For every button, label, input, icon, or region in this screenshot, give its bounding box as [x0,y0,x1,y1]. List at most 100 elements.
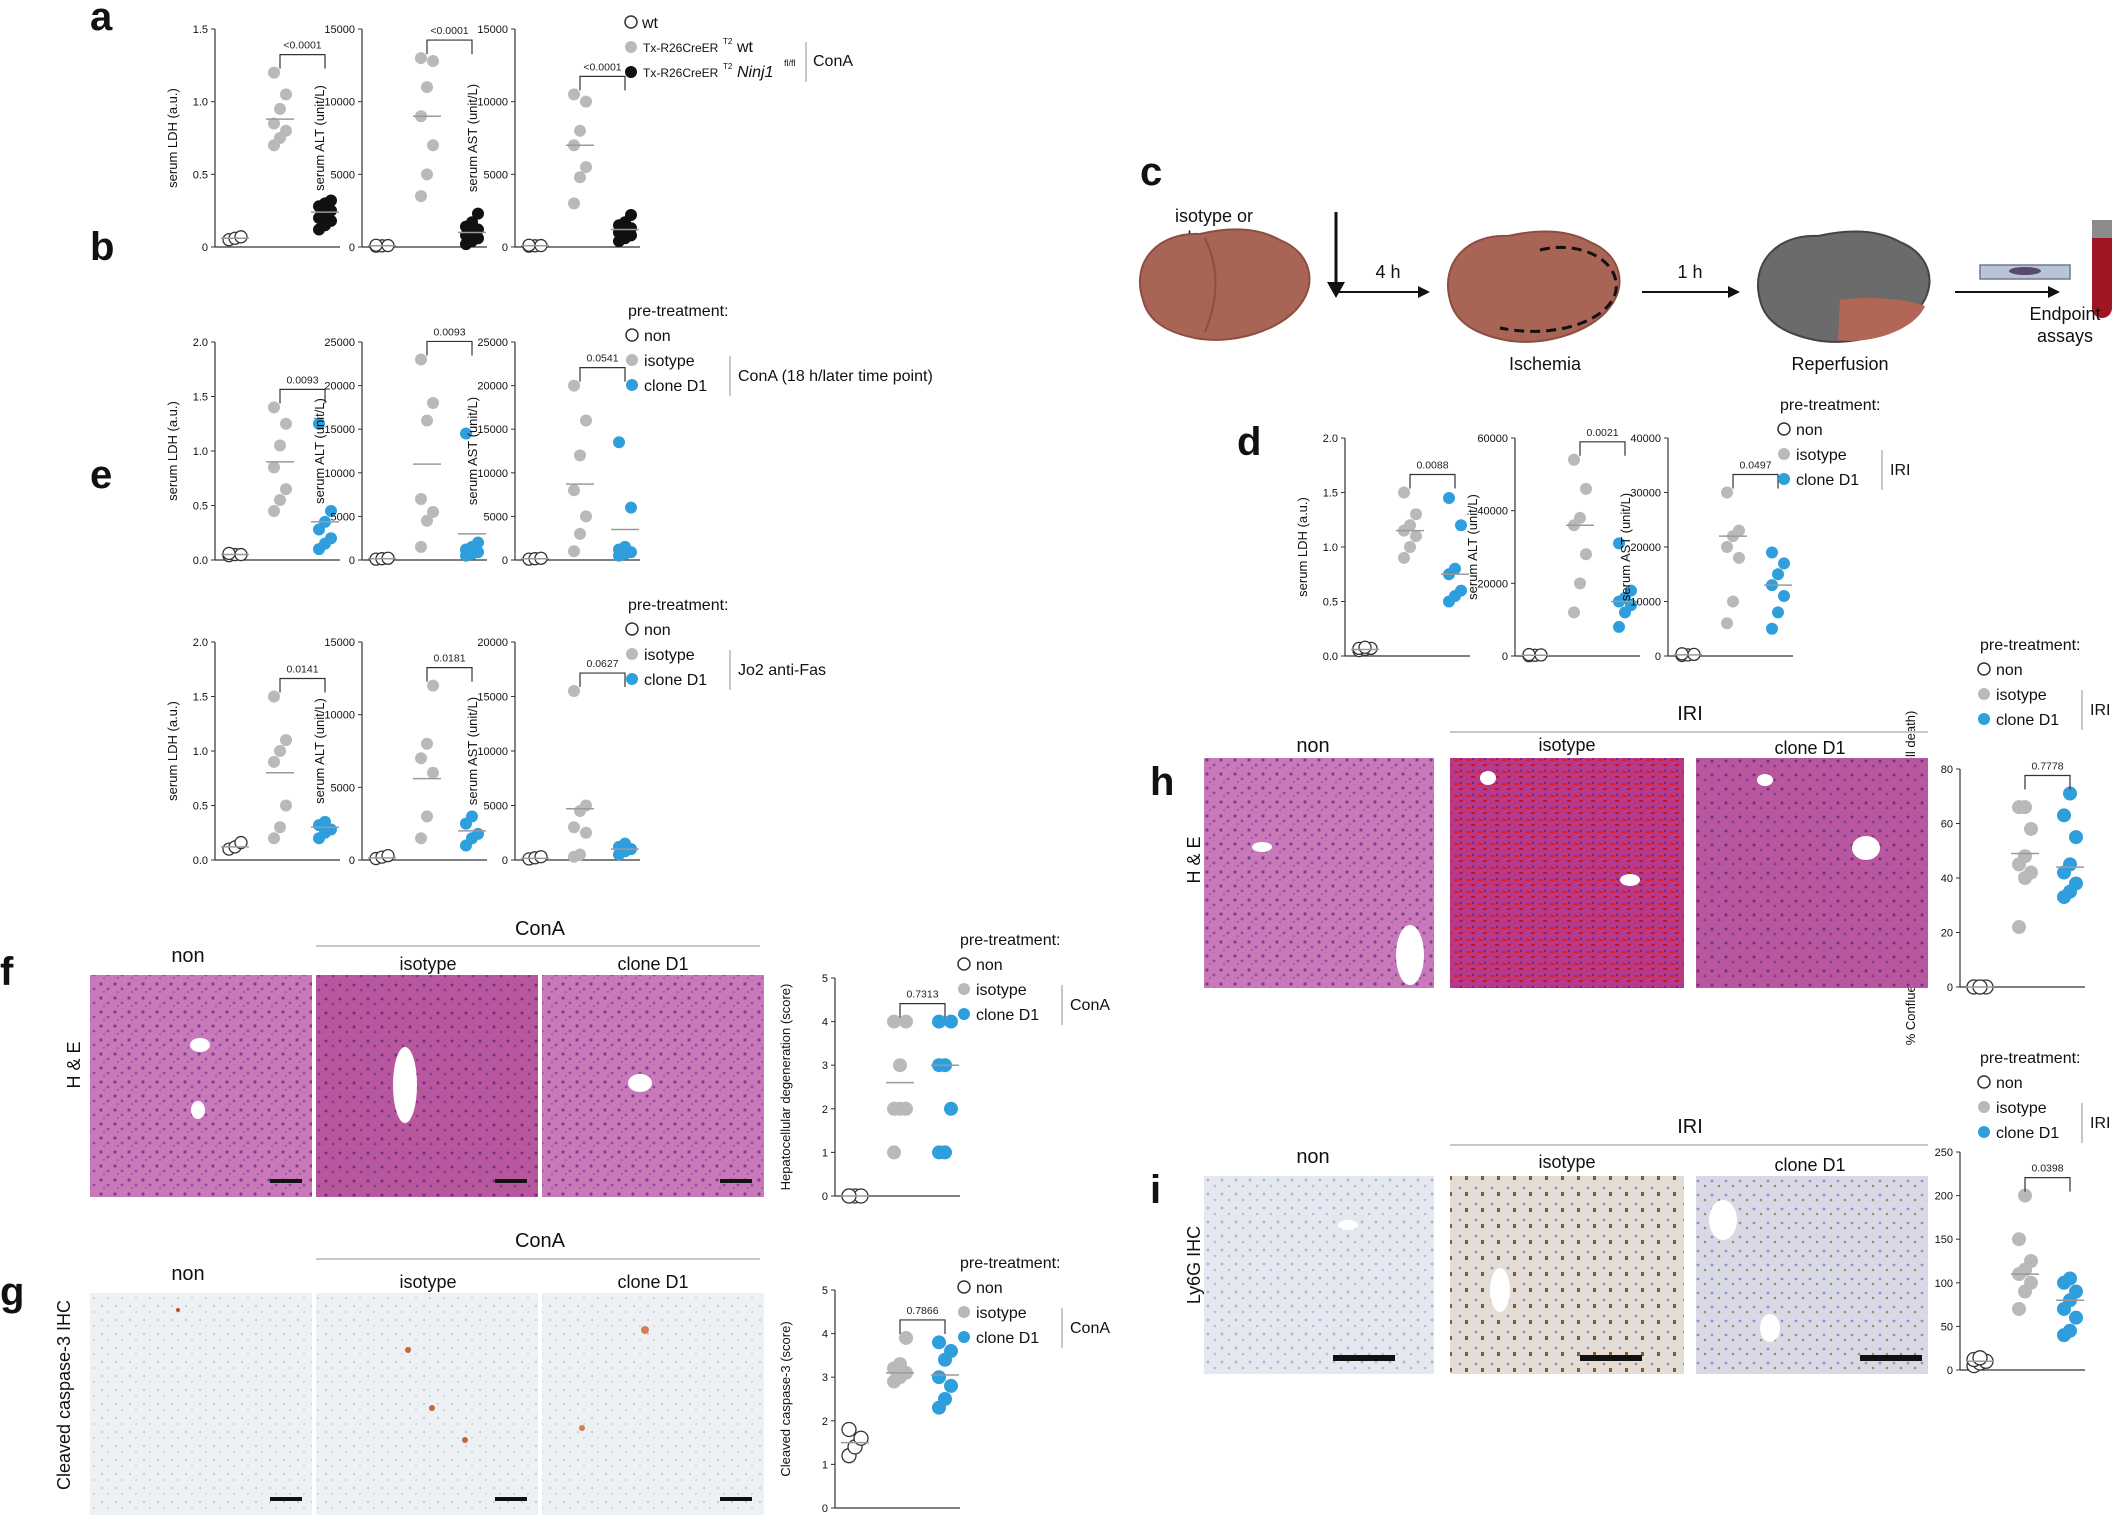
g-col-non: non [171,1263,204,1285]
chart-f-point [899,1014,913,1029]
chart-e1-point [280,734,292,747]
legend-h-marker [1978,713,1990,725]
legend-g: pre-treatment: non isotype clone D1 ConA [957,1255,1110,1348]
legend-h-header: pre-treatment: [1980,637,2080,654]
chart-i-ytick-label: 250 [1935,1147,1953,1159]
chart-d3: 0 10000 20000 30000 40000 serum AST (unit/L) 0… [1618,433,1793,663]
chart-h-point [2069,830,2083,845]
panel-label-h: h [1150,760,1174,804]
chart-b2-point [415,492,427,505]
c-t2: 1 h [1677,262,1702,282]
panel-h-images: non IRI isotype clone D1 H & E [1184,703,1928,988]
chart-b2-point [427,506,439,519]
panel-f-images: non ConA isotype clone D1 H & E [64,918,764,1197]
legend-i-condition: IRI [2090,1115,2110,1132]
chart-d2-point [1613,537,1625,550]
chart-b1-ytick-label: 0.0 [193,555,208,567]
chart-b2-ytick-label: 20000 [324,381,355,393]
chart-b1-pvalue: 0.0093 [286,374,318,386]
chart-b3-ytick-label: 5000 [484,511,508,523]
chart-a3-point [580,161,592,174]
chart-e3-ylabel: serum AST (unit/L) [465,697,480,805]
chart-d3-point [1766,546,1778,559]
chart-e3-point [568,821,580,834]
chart-h-point [2063,857,2077,872]
chart-b3-point [619,540,631,553]
chart-d2-point [1574,511,1586,524]
chart-e2-point [466,810,478,823]
legend-d: pre-treatment: non isotype clone D1 IRI [1777,397,1910,490]
chart-d1-point [1404,541,1416,553]
chart-e2-point [421,810,433,823]
chart-g-ytick-label: 4 [822,1329,828,1341]
panel-label-f: f [0,950,14,994]
chart-d2-point [1580,482,1592,495]
chart-a2-point [421,81,433,94]
chart-h-point [2024,865,2038,880]
blood-tube-icon [2092,228,2112,318]
chart-a2-pvalue: <0.0001 [430,25,468,37]
chart-b1-ytick-label: 2.0 [193,337,208,349]
h-col-non: non [1296,735,1329,757]
legend-i-item: isotype [1996,1100,2047,1117]
f-col-non: non [171,945,204,967]
chart-a2-point [415,190,427,203]
f-image-d1 [542,975,764,1197]
i-group: IRI [1677,1116,1703,1138]
chart-b3-point [574,449,586,462]
chart-e3-point [534,850,548,864]
chart-e1-ylabel: serum LDH (a.u.) [165,701,180,801]
chart-a1-bracket [279,54,326,69]
legend-i-header: pre-treatment: [1980,1050,2080,1067]
chart-a1-point [234,230,248,244]
chart-a2: 0 5000 10000 15000 serum ALT (unit/L) <0.0001 [312,24,487,254]
i-col-isotype: isotype [1538,1152,1595,1172]
chart-d3-point [1733,524,1745,537]
panel-i-images: non IRI isotype clone D1 Ly6G IHC [1184,1116,1928,1374]
chart-b1-point [274,439,286,452]
chart-b1-ytick-label: 0.5 [193,501,208,513]
chart-b2-point [421,414,433,427]
legend-f-item: isotype [976,982,1027,999]
c-endpoint-2: assays [2037,326,2093,346]
chart-a3-point [568,88,580,101]
chart-a2-point [427,54,439,67]
chart-e3: 0 5000 10000 15000 20000 serum AST (unit/L) 0.… [465,637,640,867]
legend-d-marker [1778,448,1790,460]
legend-e-item: clone D1 [644,672,707,689]
chart-e3-ytick-label: 5000 [484,801,508,813]
legend-b-item: non [644,328,671,345]
chart-f-point [893,1058,907,1073]
chart-e2-point [381,848,395,863]
chart-a3-point [574,124,586,137]
panel-label-a: a [90,0,113,39]
chart-b2-point [415,353,427,366]
chart-d2-ytick-label: 0 [1502,651,1508,663]
chart-b3-point [568,484,580,497]
chart-d2: 0 20000 40000 60000 serum ALT (unit/L) 0.0021 [1465,427,1640,663]
legend-a-sup3: fl/fl [784,58,796,68]
legend-d-item: isotype [1796,447,1847,464]
legend-g-marker [957,1280,971,1294]
chart-g-ytick-label: 2 [822,1416,828,1428]
chart-a2-point [421,168,433,181]
legend-d-item: clone D1 [1796,472,1859,489]
chart-e2-point [427,679,439,692]
chart-d3-ytick-label: 0 [1655,651,1661,663]
chart-h-ytick-label: 0 [1947,982,1953,994]
legend-b-header: pre-treatment: [628,303,728,320]
chart-e2: 0 5000 10000 15000 serum ALT (unit/L) 0.0181 [312,637,487,867]
chart-b1-bracket [279,388,326,404]
chart-i-bracket [2024,1177,2071,1192]
chart-d3-ytick-label: 30000 [1630,488,1661,500]
legend-i-marker [1977,1075,1991,1089]
chart-h-ytick-label: 40 [1941,873,1953,885]
legend-g-header: pre-treatment: [960,1255,1060,1272]
panel-label-b: b [90,225,114,269]
panel-label-c: c [1140,150,1162,194]
chart-h-point [2024,821,2038,836]
chart-a1-ylabel: serum LDH (a.u.) [165,88,180,188]
chart-e3-bracket [579,672,626,688]
chart-b2-ytick-label: 15000 [324,424,355,436]
